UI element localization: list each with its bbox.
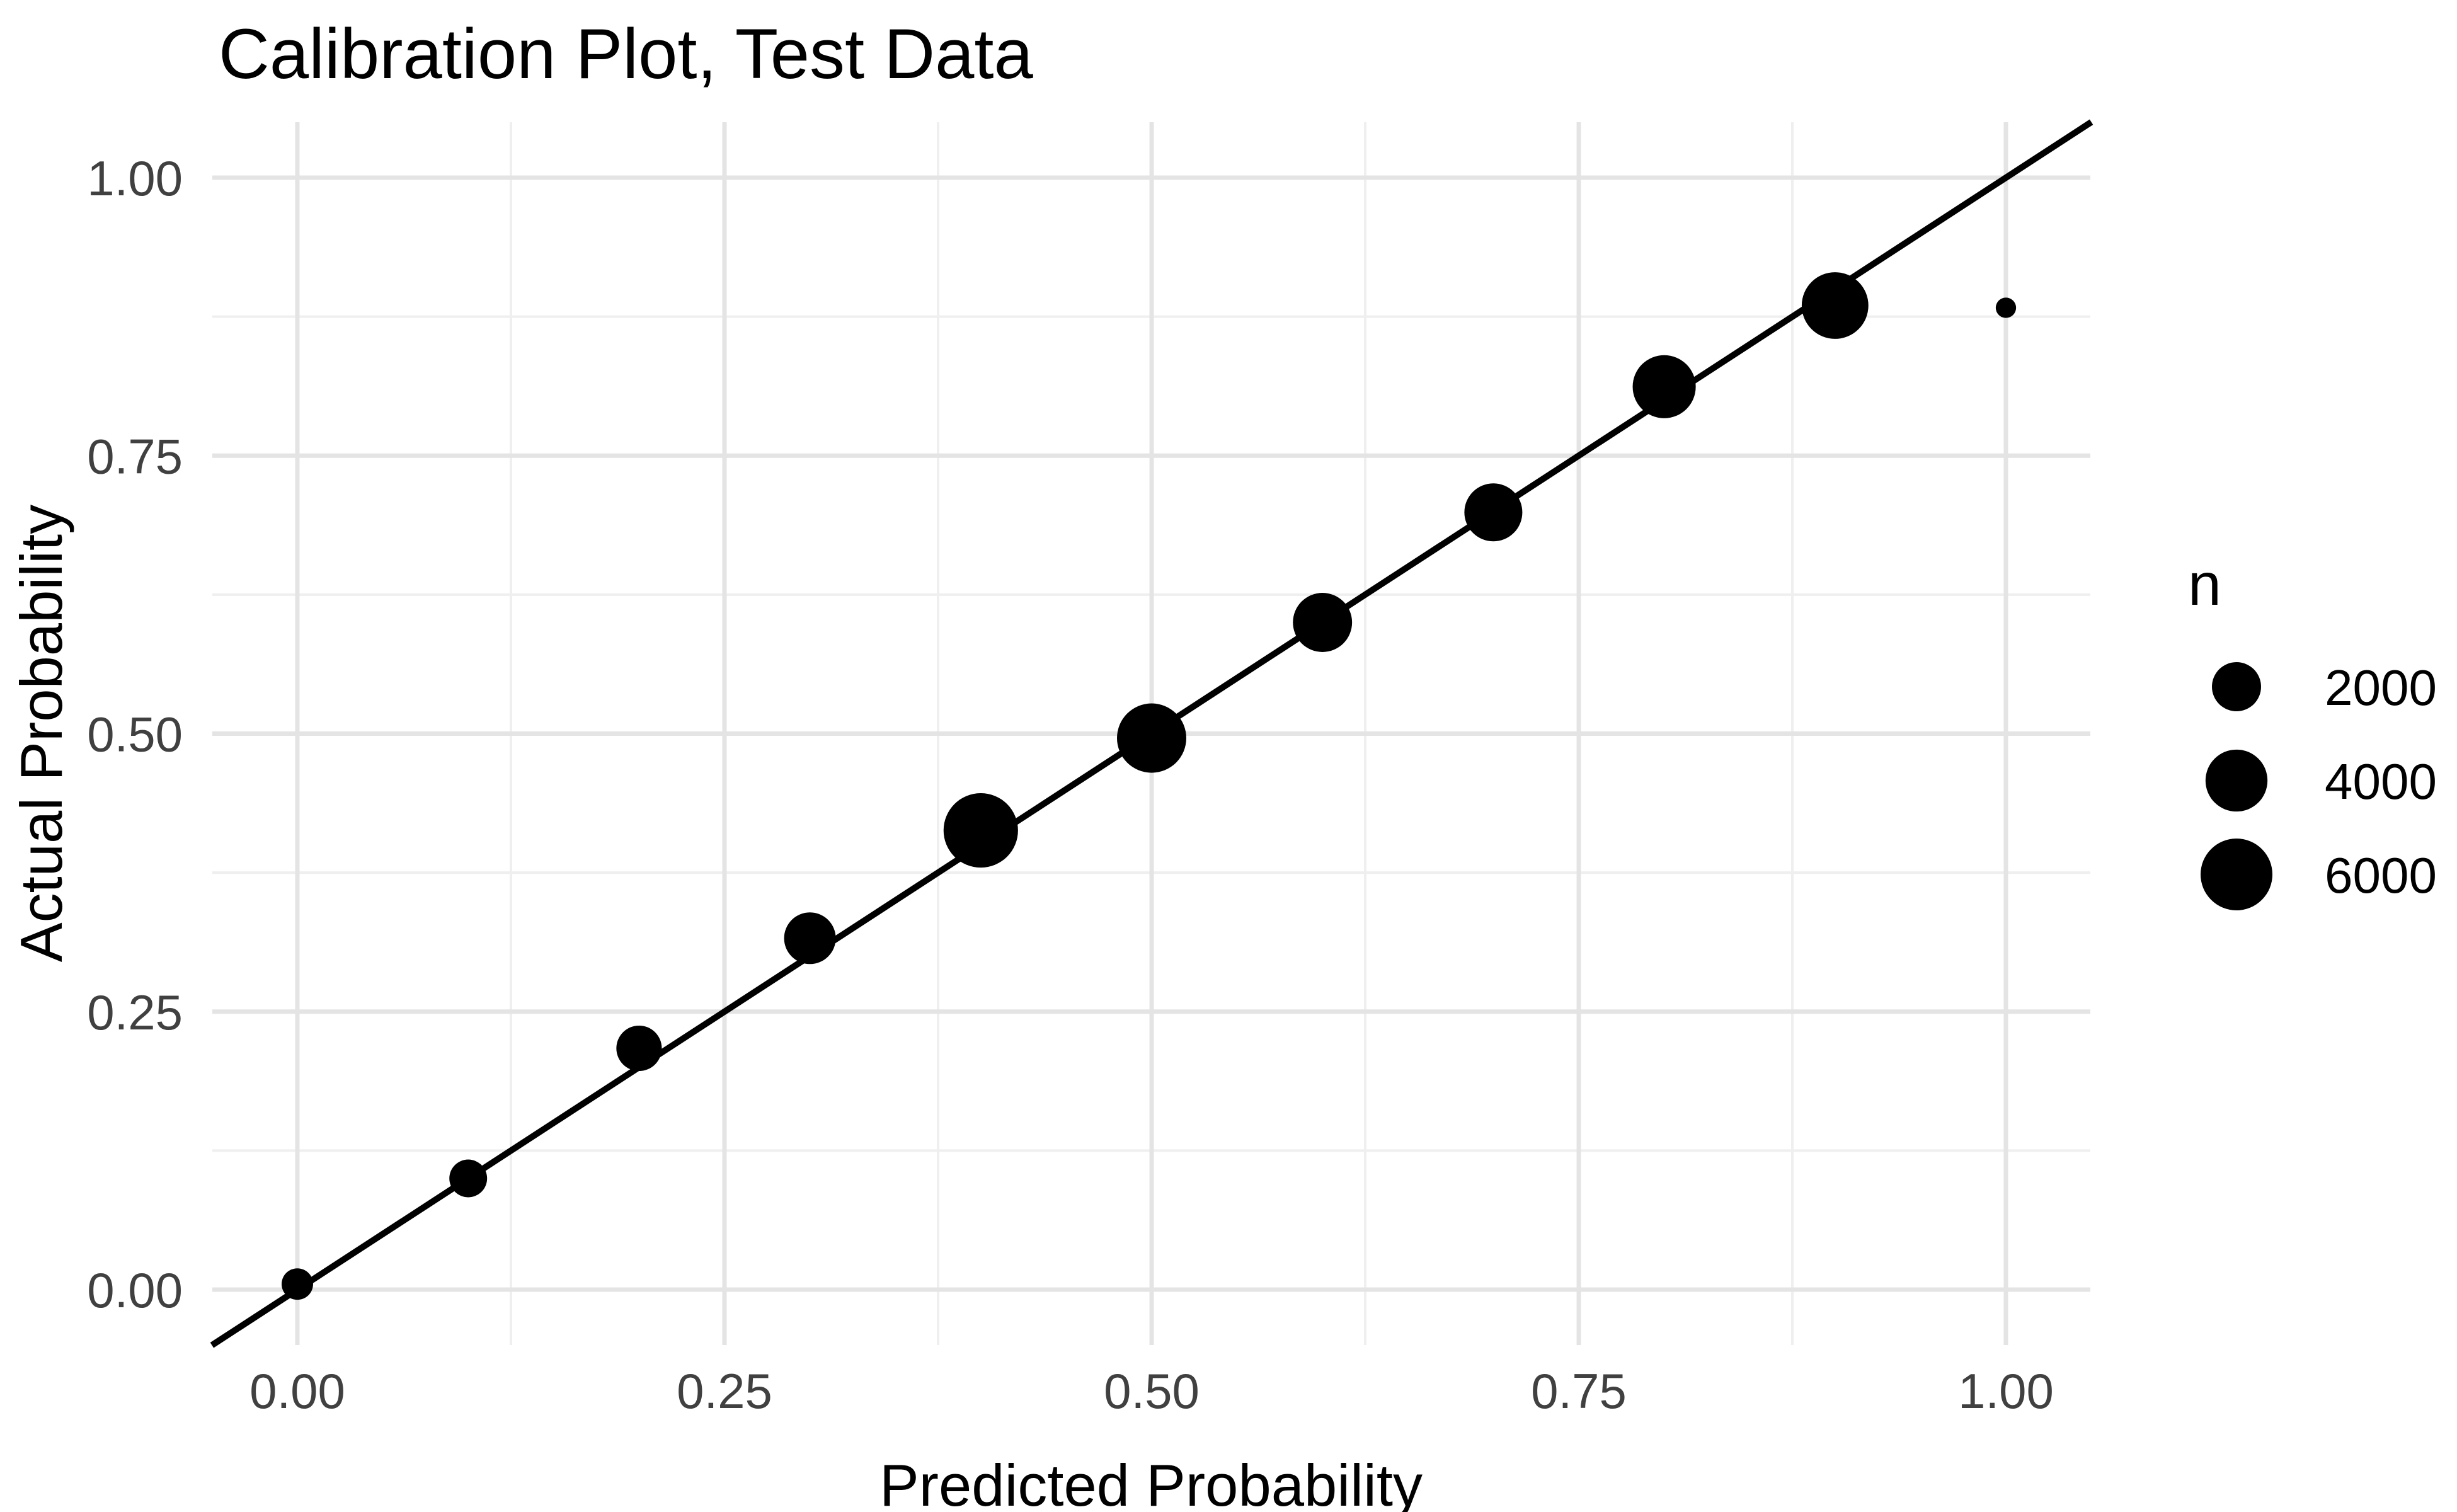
legend-labels: 2000 4000 6000 (2325, 660, 2437, 903)
data-point (784, 912, 836, 965)
y-tick-label: 0.25 (87, 985, 183, 1040)
legend-key-circle (2200, 838, 2273, 911)
x-axis-title: Predicted Probability (879, 1452, 1423, 1512)
x-tick-label: 1.00 (1958, 1363, 2054, 1419)
data-point (1116, 703, 1187, 773)
legend-entry-label: 4000 (2325, 753, 2437, 810)
y-tick-label: 1.00 (87, 151, 183, 206)
data-point (1632, 355, 1696, 418)
legend-key-circle (2212, 662, 2261, 711)
data-point (1464, 483, 1523, 542)
data-point (943, 793, 1018, 868)
y-tick-label: 0.75 (87, 428, 183, 484)
y-tick-label: 0.00 (87, 1263, 183, 1318)
y-tick-label: 0.50 (87, 707, 183, 762)
major-gridlines (212, 122, 2090, 1345)
y-axis-tick-labels: 0.00 0.25 0.50 0.75 1.00 (87, 151, 183, 1318)
data-point (1293, 593, 1353, 652)
legend-key-circle (2205, 749, 2268, 812)
chart-title: Calibration Plot, Test Data (219, 14, 1034, 93)
x-tick-label: 0.25 (677, 1363, 772, 1419)
data-point (449, 1159, 488, 1198)
data-point (1801, 272, 1869, 339)
data-point (282, 1268, 313, 1300)
x-axis-tick-labels: 0.00 0.25 0.50 0.75 1.00 (249, 1363, 2054, 1419)
legend-entry-label: 2000 (2325, 660, 2437, 716)
data-points-layer (282, 272, 2017, 1300)
size-legend: n 2000 4000 6000 (2188, 551, 2437, 911)
legend-keys (2200, 662, 2273, 911)
x-tick-label: 0.50 (1104, 1363, 1200, 1419)
data-point (616, 1025, 662, 1072)
legend-entry-label: 6000 (2325, 847, 2437, 903)
x-tick-label: 0.00 (249, 1363, 345, 1419)
legend-title: n (2188, 551, 2221, 618)
data-point (1995, 297, 2017, 318)
y-axis-title: Actual Probability (8, 505, 74, 962)
x-tick-label: 0.75 (1531, 1363, 1627, 1419)
